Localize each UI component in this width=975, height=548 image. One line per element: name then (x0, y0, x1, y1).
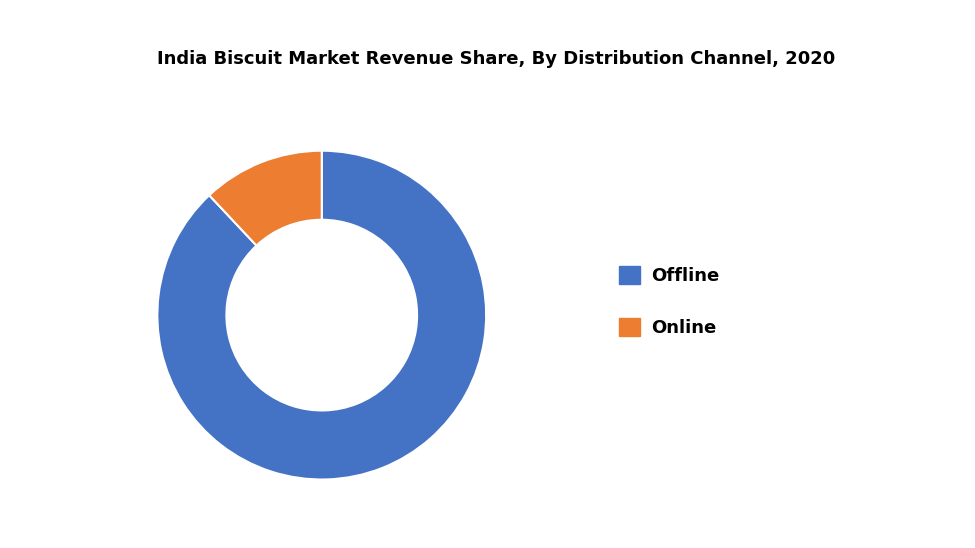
Wedge shape (157, 151, 487, 480)
Wedge shape (210, 151, 322, 246)
Text: India Biscuit Market Revenue Share, By Distribution Channel, 2020: India Biscuit Market Revenue Share, By D… (157, 50, 835, 68)
Legend: Offline, Online: Offline, Online (611, 259, 726, 344)
